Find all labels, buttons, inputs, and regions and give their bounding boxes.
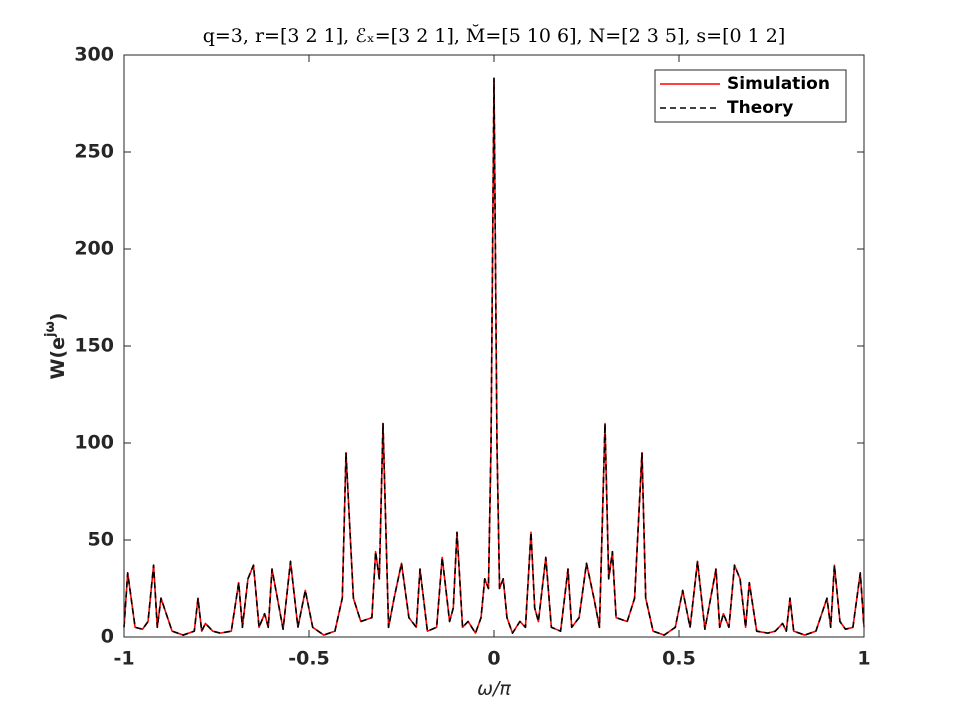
- y-tick-label: 50: [88, 529, 114, 551]
- axes-box: [123, 54, 865, 638]
- legend-label: Theory: [727, 98, 793, 118]
- x-tick-label: -0.5: [288, 648, 330, 670]
- series-line: [123, 77, 865, 636]
- x-axis-label: ω/π: [477, 678, 511, 700]
- y-tick-label: 0: [101, 626, 114, 648]
- y-label-sup: jω: [43, 321, 58, 338]
- y-label-part: ): [47, 313, 69, 322]
- legend: Simulation Theory: [654, 69, 847, 123]
- x-tick-label: 1: [857, 648, 870, 670]
- legend-label: Simulation: [727, 74, 830, 94]
- y-tick-label: 300: [74, 44, 114, 66]
- y-axis-label: W(ejω): [43, 313, 69, 380]
- x-tick-label: 0.5: [662, 648, 696, 670]
- y-tick-label: 150: [74, 335, 114, 357]
- y-label-part: W(e: [47, 337, 69, 380]
- legend-box: [654, 69, 847, 123]
- y-tick-label: 200: [74, 238, 114, 260]
- x-tick-label: 0: [487, 648, 500, 670]
- chart-title: q=3, r=[3 2 1], ℰₓ=[3 2 1], M̆=[5 10 6],…: [203, 25, 786, 47]
- x-tick-label: -1: [113, 648, 134, 670]
- y-tick-label: 250: [74, 141, 114, 163]
- y-tick-label: 100: [74, 432, 114, 454]
